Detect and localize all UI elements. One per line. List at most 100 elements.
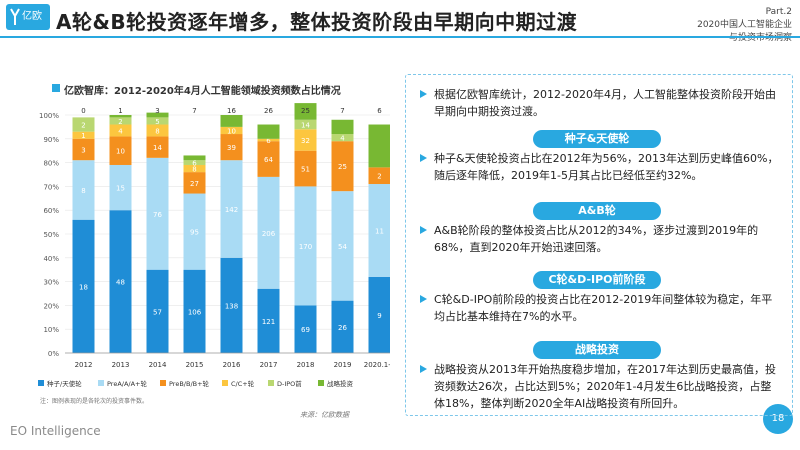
legend-swatch <box>98 380 104 386</box>
y-tick-label: 40% <box>43 255 59 263</box>
section-pill-seed-angel: 种子&天使轮 <box>533 130 661 148</box>
bar-segment <box>72 160 95 220</box>
data-label: 51 <box>301 166 310 174</box>
bar-segment <box>331 141 354 192</box>
bar-segment <box>183 193 206 270</box>
data-label: 142 <box>225 206 238 214</box>
bar-segment <box>109 124 132 137</box>
data-label: 0 <box>81 107 85 115</box>
data-label: 6 <box>266 137 271 145</box>
bar-segment <box>220 160 243 258</box>
data-label: 2 <box>118 118 122 126</box>
report-subtitle-2: 与投资市场洞察 <box>728 33 792 43</box>
data-label: 15 <box>116 185 125 193</box>
data-label: 3 <box>81 147 85 155</box>
seed-angel-text: 种子&天使轮投资占比在2012年为56%，2013年达到历史峰值60%，随后逐年… <box>434 152 779 182</box>
data-label: 170 <box>299 243 312 251</box>
data-label: 3 <box>155 107 159 115</box>
yiou-logo: 亿欧 <box>6 4 50 30</box>
bar-segment <box>331 119 354 135</box>
bar-segment <box>72 138 95 161</box>
y-tick-label: 60% <box>43 207 59 215</box>
data-label: 138 <box>225 302 238 310</box>
bar-segment <box>368 124 390 168</box>
bar-segment <box>257 138 280 142</box>
data-label: 7 <box>340 107 344 115</box>
report-label: Part.2 2020中国人工智能企业 与投资市场洞察 <box>697 6 792 45</box>
bar-segment <box>294 119 317 130</box>
legend-label: 种子/天使轮 <box>47 379 82 388</box>
title-square-icon <box>52 84 60 92</box>
logo-mark-icon <box>10 8 20 25</box>
bar-segment <box>368 276 390 353</box>
data-label: 39 <box>227 144 236 152</box>
x-tick-label: 2019 <box>334 361 352 369</box>
data-label: 206 <box>262 230 276 238</box>
stacked-bar-chart: 0%10%20%30%40%50%60%70%80%90%100%1883120… <box>38 103 390 388</box>
chart-title-text: 亿欧智库：2012-2020年4月人工智能领域投资频数占比情况 <box>64 86 341 97</box>
bar-segment <box>109 117 132 125</box>
bar-segment <box>368 167 390 185</box>
bar-segment <box>183 155 206 161</box>
insight-panel <box>405 74 793 416</box>
header-divider <box>0 36 800 38</box>
data-label: 32 <box>301 137 310 145</box>
data-label: 14 <box>153 144 162 152</box>
bar-segment <box>220 134 243 161</box>
bar-segment <box>257 176 280 289</box>
x-tick-label: 2017 <box>260 361 278 369</box>
data-label: 8 <box>81 187 85 195</box>
bar-segment <box>257 141 280 177</box>
intro-item: 根据亿欧智库统计，2012-2020年4月，人工智能整体投资阶段开始由早期向中期… <box>420 86 782 120</box>
data-label: 14 <box>301 122 310 130</box>
x-tick-label: 2014 <box>149 361 167 369</box>
c-d-ipo-item: C轮&D-IPO前阶段的投资占比在2012-2019年间整体较为稳定，年平均占比… <box>420 291 782 325</box>
bar-segment <box>331 134 354 142</box>
data-label: 48 <box>116 279 125 287</box>
data-label: 27 <box>190 180 199 188</box>
data-label: 1 <box>81 132 85 140</box>
strategic-item: 战略投资从2013年开始热度稳步增加，在2017年达到历史最高值，投资频数达26… <box>420 361 782 412</box>
data-label: 95 <box>190 229 199 237</box>
data-label: 5 <box>155 118 159 126</box>
footer-brand: EO Intelligence <box>10 424 101 438</box>
bullet-arrow-icon <box>420 226 427 234</box>
data-label: 26 <box>338 324 347 332</box>
bar-segment <box>220 115 243 127</box>
bar-segment <box>331 300 354 353</box>
bar-segment <box>146 269 169 353</box>
legend-swatch <box>268 380 274 386</box>
legend-label: D-IPO前 <box>277 379 302 388</box>
strategic-text: 战略投资从2013年开始热度稳步增加，在2017年达到历史最高值，投资频数达26… <box>434 363 776 410</box>
bullet-arrow-icon <box>420 90 427 98</box>
legend-swatch <box>222 380 228 386</box>
data-label: 7 <box>192 107 196 115</box>
bar-segment <box>294 129 317 151</box>
data-label: 6 <box>377 107 382 115</box>
data-label: 8 <box>192 166 196 174</box>
legend-label: C/C+轮 <box>231 379 255 388</box>
data-label: 106 <box>188 308 202 316</box>
bar-segment <box>220 257 243 353</box>
legend-swatch <box>38 380 44 386</box>
x-tick-label: 2016 <box>223 361 241 369</box>
data-label: 9 <box>377 312 381 320</box>
data-label: 54 <box>338 243 347 251</box>
intro-text: 根据亿欧智库统计，2012-2020年4月，人工智能整体投资阶段开始由早期向中期… <box>434 88 776 118</box>
part-label: Part.2 <box>765 7 792 17</box>
data-label: 26 <box>264 107 273 115</box>
x-tick-label: 2015 <box>186 361 204 369</box>
bar-segment <box>257 288 280 353</box>
bar-segment <box>72 117 95 132</box>
bar-segment <box>109 136 132 165</box>
seed-angel-item: 种子&天使轮投资占比在2012年为56%，2013年达到历史峰值60%，随后逐年… <box>420 150 782 184</box>
bar-segment <box>183 269 206 353</box>
legend-swatch <box>160 380 166 386</box>
bar-segment <box>183 160 206 165</box>
y-tick-label: 20% <box>43 302 59 310</box>
bullet-arrow-icon <box>420 295 427 303</box>
data-label: 10 <box>227 127 236 135</box>
x-tick-label: 2020.1-4 <box>364 361 390 369</box>
data-label: 25 <box>301 107 310 115</box>
bar-segment <box>72 131 95 139</box>
